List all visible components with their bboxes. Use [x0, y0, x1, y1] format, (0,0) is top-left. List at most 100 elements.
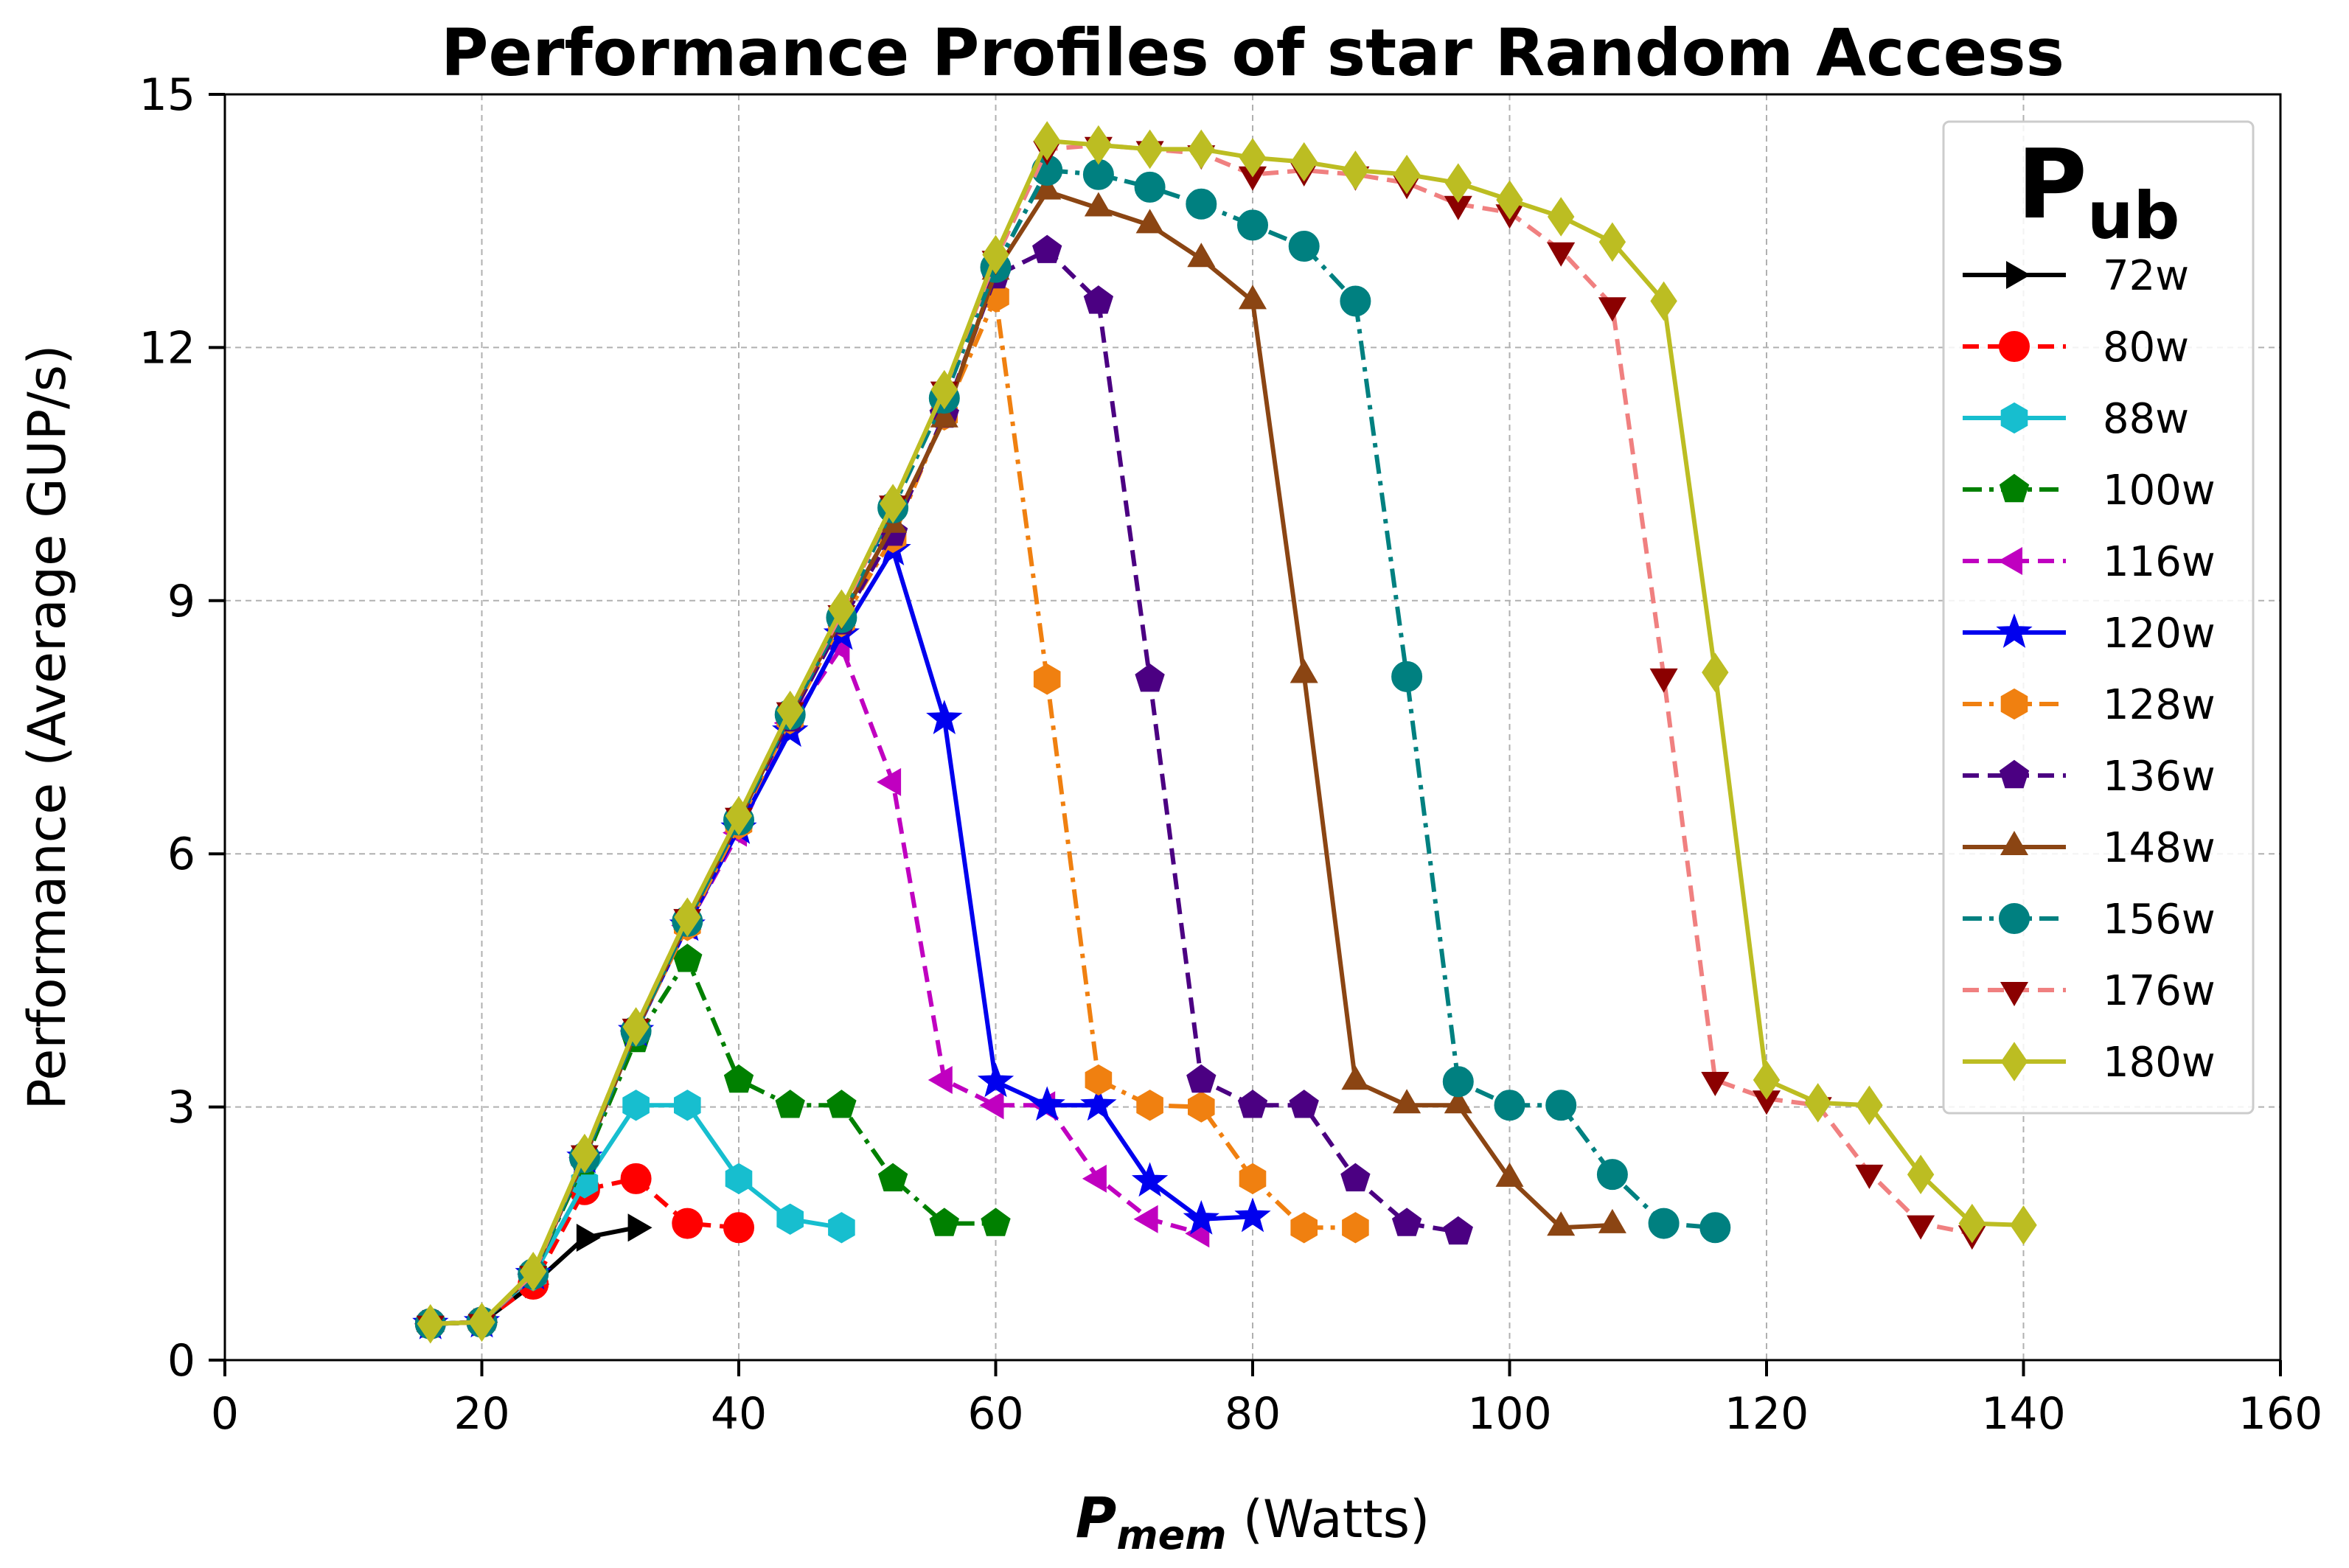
data-point-180w [622, 1007, 650, 1047]
data-point-128w [1085, 1064, 1113, 1096]
data-point-148w [1547, 1211, 1576, 1236]
data-point-180w [1856, 1085, 1883, 1126]
legend-entry-116w: 116w [1963, 538, 2216, 586]
series-180w [417, 121, 2037, 1344]
data-point-120w [1183, 1199, 1219, 1235]
data-point-148w [1290, 658, 1318, 683]
data-point-176w [1701, 1072, 1730, 1097]
data-point-116w [1082, 1164, 1107, 1193]
legend-label: 180w [2103, 1039, 2216, 1087]
data-point-180w [1290, 142, 1318, 182]
legend-swatch-marker [1999, 473, 2030, 503]
legend-entry-100w: 100w [1963, 467, 2216, 515]
data-point-80w [620, 1163, 652, 1194]
y-tick-label: 6 [167, 829, 195, 880]
data-point-176w [1598, 297, 1626, 322]
legend-label: 80w [2103, 324, 2189, 372]
data-point-156w [1699, 1212, 1731, 1244]
series-line-180w [430, 139, 2024, 1326]
x-tick-label: 40 [711, 1388, 767, 1440]
data-point-156w [1186, 188, 1217, 220]
legend-label: 120w [2103, 610, 2216, 658]
legend-swatch-marker [2006, 260, 2031, 290]
data-point-156w [1134, 171, 1166, 203]
data-point-180w [2010, 1205, 2037, 1245]
data-point-120w [1131, 1162, 1169, 1197]
data-point-148w [1135, 209, 1164, 234]
data-point-180w [1958, 1203, 1986, 1244]
data-point-80w [672, 1208, 703, 1239]
data-point-156w [1288, 231, 1320, 262]
data-point-180w [879, 484, 907, 523]
legend-swatch-marker [1996, 613, 2033, 648]
data-point-148w [1238, 285, 1267, 310]
legend-entry-88w: 88w [1963, 395, 2189, 443]
data-point-148w [1341, 1065, 1370, 1090]
legend-entry-180w: 180w [1963, 1039, 2216, 1087]
legend-swatch-marker [2000, 1042, 2028, 1081]
legend-entry-120w: 120w [1963, 610, 2216, 658]
series-lines [412, 121, 2037, 1344]
data-point-148w [1187, 243, 1216, 268]
data-point-180w [776, 690, 804, 731]
data-point-156w [1391, 661, 1423, 692]
data-point-180w [828, 589, 855, 629]
x-axis-label-subscript: mem [1116, 1512, 1226, 1558]
legend-box [1942, 120, 2255, 1115]
data-point-180w [1753, 1060, 1781, 1100]
data-point-176w [1547, 242, 1576, 267]
data-point-148w [1598, 1208, 1626, 1233]
axis-ticks: 0 20 40 60 80 100 120 140 160 0 3 6 9 12 15 [139, 69, 2323, 1440]
y-tick-label: 9 [167, 576, 195, 627]
data-point-136w [1289, 1090, 1319, 1118]
data-point-148w [1033, 175, 1062, 200]
x-tick-label: 120 [1725, 1388, 1809, 1440]
data-point-116w [877, 767, 902, 796]
data-point-180w [982, 234, 1009, 275]
data-point-180w [1547, 197, 1575, 237]
data-point-136w [1135, 663, 1165, 692]
data-point-180w [674, 897, 701, 937]
data-point-72w [627, 1213, 652, 1242]
data-point-180w [1804, 1083, 1831, 1123]
x-axis-label-unit: (Watts) [1227, 1489, 1430, 1550]
y-tick-label: 3 [167, 1082, 195, 1134]
data-point-148w [1444, 1089, 1472, 1114]
legend-entry-128w: 128w [1963, 681, 2216, 729]
data-point-88w [828, 1212, 855, 1244]
data-point-180w [571, 1133, 599, 1174]
legend-title-subscript: ub [2087, 178, 2180, 254]
data-point-148w [930, 403, 958, 428]
data-point-128w [1033, 663, 1061, 695]
x-tick-label: 60 [967, 1388, 1023, 1440]
data-point-180w [1085, 125, 1113, 165]
data-point-80w [723, 1212, 754, 1244]
x-tick-label: 80 [1225, 1388, 1281, 1440]
y-tick-label: 15 [139, 69, 195, 121]
data-point-180w [519, 1252, 547, 1292]
legend-label: 72w [2103, 252, 2189, 300]
data-point-180w [1702, 652, 1729, 692]
legend-swatch-marker [1997, 546, 2022, 576]
data-point-156w [1340, 285, 1371, 317]
data-point-180w [1239, 138, 1267, 178]
data-point-100w [723, 1064, 754, 1093]
legend-title: Pub [2017, 128, 2180, 254]
data-point-176w [1855, 1164, 1884, 1189]
data-point-136w [1443, 1216, 1473, 1245]
data-point-156w [1648, 1208, 1680, 1239]
legend-entry-136w: 136w [1963, 753, 2216, 801]
data-point-180w [725, 795, 753, 836]
legend-label: 116w [2103, 538, 2216, 586]
data-point-136w [1083, 285, 1114, 314]
data-point-88w [674, 1090, 701, 1121]
x-axis-label-symbol: P [1076, 1485, 1117, 1550]
x-tick-label: 20 [453, 1388, 509, 1440]
data-point-148w [1393, 1089, 1421, 1114]
data-point-136w [1032, 234, 1062, 263]
data-point-128w [1136, 1090, 1163, 1121]
data-point-180w [1444, 163, 1472, 203]
data-point-180w [1342, 150, 1369, 190]
legend-swatch-marker [1999, 759, 2030, 789]
